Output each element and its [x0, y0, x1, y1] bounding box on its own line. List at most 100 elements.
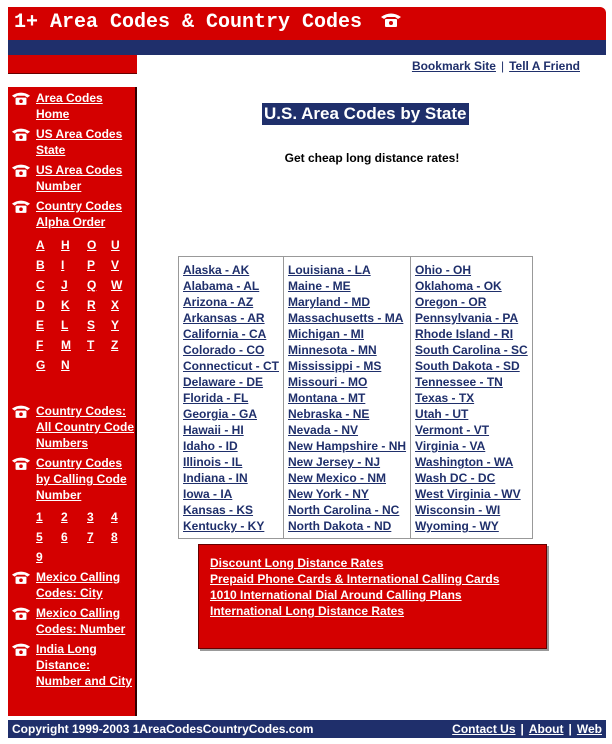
index-link[interactable]: R	[87, 298, 96, 312]
state-link[interactable]: South Dakota - SD	[415, 359, 520, 373]
index-link[interactable]: C	[36, 278, 45, 292]
state-link[interactable]: Vermont - VT	[415, 423, 490, 437]
index-link[interactable]: Z	[111, 338, 119, 352]
index-link[interactable]: E	[36, 318, 45, 332]
index-link[interactable]: G	[36, 358, 46, 372]
state-link[interactable]: Illinois - IL	[183, 455, 243, 469]
state-link[interactable]: Oklahoma - OK	[415, 279, 502, 293]
link[interactable]: Contact Us	[452, 722, 516, 736]
state-link[interactable]: New Mexico - NM	[288, 471, 387, 485]
nav-link[interactable]: Country Codes by Calling Code Number	[36, 456, 127, 502]
nav-link[interactable]: US Area Codes Number	[36, 163, 123, 193]
index-link[interactable]: W	[111, 278, 123, 292]
state-link[interactable]: Massachusetts - MA	[288, 311, 404, 325]
link[interactable]: Web	[576, 722, 602, 736]
state-link[interactable]: North Carolina - NC	[288, 503, 400, 517]
index-link[interactable]: H	[61, 238, 70, 252]
nav-link[interactable]: Mexico Calling Codes: Number	[36, 606, 126, 636]
index-link[interactable]: Q	[87, 278, 97, 292]
state-link[interactable]: Colorado - CO	[183, 343, 265, 357]
state-link[interactable]: Ohio - OH	[415, 263, 472, 277]
promo-link[interactable]: 1010 International Dial Around Calling P…	[210, 588, 462, 602]
state-link[interactable]: Arkansas - AR	[183, 311, 265, 325]
nav-link[interactable]: Country Codes: All Country Code Numbers	[36, 404, 134, 450]
state-link[interactable]: Nevada - NV	[288, 423, 359, 437]
state-link[interactable]: New Jersey - NJ	[288, 455, 381, 469]
index-link[interactable]: J	[61, 278, 68, 292]
index-link[interactable]: F	[36, 338, 44, 352]
nav-link[interactable]: US Area Codes State	[36, 127, 123, 157]
state-link[interactable]: North Dakota - ND	[288, 519, 392, 533]
state-link[interactable]: Oregon - OR	[415, 295, 487, 309]
state-link[interactable]: Florida - FL	[183, 391, 249, 405]
index-link[interactable]: 8	[111, 530, 118, 544]
state-link[interactable]: Maine - ME	[288, 279, 351, 293]
state-link[interactable]: New York - NY	[288, 487, 369, 501]
state-link[interactable]: Mississippi - MS	[288, 359, 382, 373]
index-link[interactable]: D	[36, 298, 45, 312]
index-link[interactable]: M	[61, 338, 71, 352]
index-link[interactable]: X	[111, 298, 120, 312]
state-link[interactable]: Montana - MT	[288, 391, 366, 405]
state-link[interactable]: Iowa - IA	[183, 487, 233, 501]
index-link[interactable]: 6	[61, 530, 68, 544]
state-link[interactable]: Virginia - VA	[415, 439, 486, 453]
promo-link[interactable]: International Long Distance Rates	[210, 604, 405, 618]
index-link[interactable]: U	[111, 238, 120, 252]
index-link[interactable]: K	[61, 298, 70, 312]
state-link[interactable]: Wash DC - DC	[415, 471, 496, 485]
state-link[interactable]: Georgia - GA	[183, 407, 258, 421]
state-link[interactable]: Idaho - ID	[183, 439, 238, 453]
index-link[interactable]: I	[61, 258, 65, 272]
state-link[interactable]: Indiana - IN	[183, 471, 248, 485]
state-link[interactable]: Louisiana - LA	[288, 263, 371, 277]
link[interactable]: Bookmark Site	[411, 59, 496, 73]
state-link[interactable]: Pennsylvania - PA	[415, 311, 519, 325]
state-link[interactable]: Nebraska - NE	[288, 407, 370, 421]
index-link[interactable]: N	[61, 358, 70, 372]
state-link[interactable]: Delaware - DE	[183, 375, 264, 389]
state-link[interactable]: Kentucky - KY	[183, 519, 265, 533]
index-link[interactable]: 3	[87, 510, 94, 524]
state-link[interactable]: Wyoming - WY	[415, 519, 499, 533]
link[interactable]: Tell A Friend	[509, 59, 580, 73]
index-link[interactable]: A	[36, 238, 45, 252]
state-link[interactable]: West Virginia - WV	[415, 487, 521, 501]
link[interactable]: About	[528, 722, 564, 736]
state-link[interactable]: Rhode Island - RI	[415, 327, 514, 341]
state-link[interactable]: Kansas - KS	[183, 503, 254, 517]
nav-link[interactable]: Area Codes Home	[36, 91, 103, 121]
index-link[interactable]: B	[36, 258, 45, 272]
index-link[interactable]: L	[61, 318, 69, 332]
index-link[interactable]: 4	[111, 510, 118, 524]
state-link[interactable]: Utah - UT	[415, 407, 469, 421]
state-link[interactable]: Alaska - AK	[183, 263, 250, 277]
state-link[interactable]: California - CA	[183, 327, 267, 341]
index-link[interactable]: P	[87, 258, 96, 272]
state-link[interactable]: Tennessee - TN	[415, 375, 503, 389]
state-link[interactable]: Wisconsin - WI	[415, 503, 501, 517]
index-link[interactable]: Y	[111, 318, 120, 332]
index-link[interactable]: 2	[61, 510, 68, 524]
state-link[interactable]: Washington - WA	[415, 455, 514, 469]
index-link[interactable]: O	[87, 238, 97, 252]
state-link[interactable]: Missouri - MO	[288, 375, 368, 389]
index-link[interactable]: S	[87, 318, 96, 332]
promo-link[interactable]: Prepaid Phone Cards & International Call…	[210, 572, 500, 586]
state-link[interactable]: Minnesota - MN	[288, 343, 377, 357]
state-link[interactable]: New Hampshire - NH	[288, 439, 407, 453]
state-link[interactable]: Arizona - AZ	[183, 295, 254, 309]
promo-link[interactable]: Discount Long Distance Rates	[210, 556, 384, 570]
state-link[interactable]: Connecticut - CT	[183, 359, 279, 373]
nav-link[interactable]: India Long Distance: Number and City	[36, 642, 133, 688]
index-link[interactable]: 7	[87, 530, 94, 544]
index-link[interactable]: 9	[36, 550, 43, 564]
state-link[interactable]: Alabama - AL	[183, 279, 260, 293]
state-link[interactable]: Michigan - MI	[288, 327, 364, 341]
index-link[interactable]: T	[87, 338, 95, 352]
state-link[interactable]: South Carolina - SC	[415, 343, 528, 357]
nav-link[interactable]: Mexico Calling Codes: City	[36, 570, 121, 600]
state-link[interactable]: Hawaii - HI	[183, 423, 244, 437]
index-link[interactable]: V	[111, 258, 120, 272]
state-link[interactable]: Texas - TX	[415, 391, 475, 405]
